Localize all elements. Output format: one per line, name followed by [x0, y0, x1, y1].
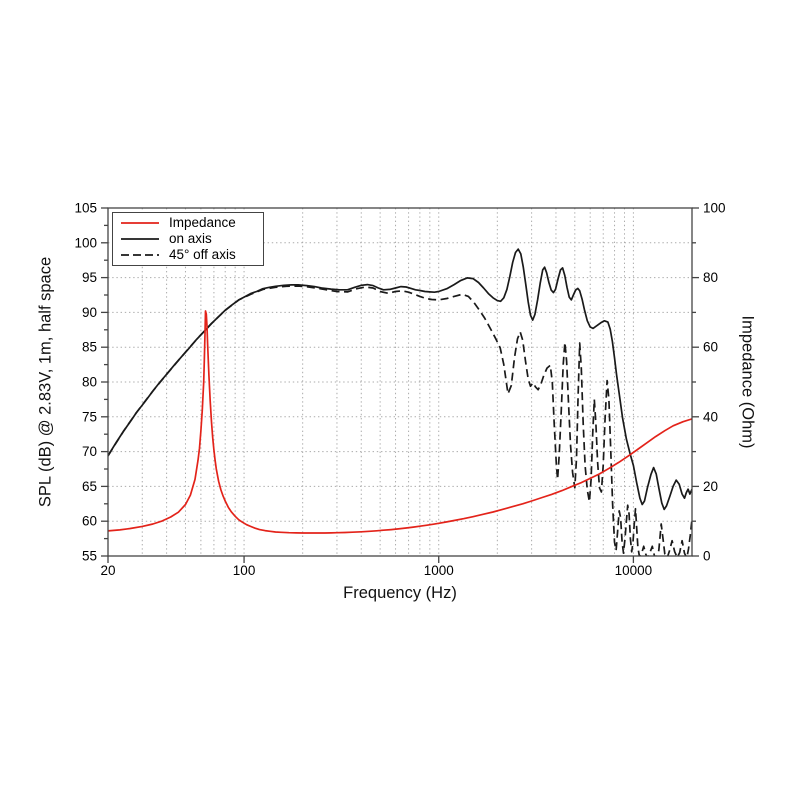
tick-label-left: 100	[74, 235, 97, 250]
x-axis-title: Frequency (Hz)	[343, 584, 457, 602]
y-axis-title-left: SPL (dB) @ 2.83V, 1m, half space	[36, 256, 55, 508]
impedance-curve	[108, 310, 692, 534]
legend-item-3: 45° off axis	[113, 247, 263, 263]
tick-label-left: 75	[82, 409, 97, 424]
tick-label-left: 95	[82, 270, 97, 285]
legend-line-sample	[121, 222, 159, 224]
data-curves	[108, 248, 692, 556]
tick-label-left: 85	[82, 340, 97, 355]
tick-label-bottom: 10000	[615, 563, 653, 578]
axis-tick-labels: 55 60 65 70 75 80 85 90 95 100 105 0 20 40 60 80 100 20 10…	[74, 201, 725, 579]
tick-label-right: 20	[703, 479, 718, 494]
tick-label-right: 60	[703, 340, 718, 355]
tick-label-bottom: 20	[100, 563, 115, 578]
legend-item-2: on axis	[113, 231, 263, 247]
legend: Impedance on axis 45° off axis	[112, 212, 264, 266]
tick-label-right: 80	[703, 270, 718, 285]
tick-label-left: 60	[82, 514, 97, 529]
legend-label: on axis	[169, 231, 212, 246]
y-axis-title-right: Impedance (Ohm)	[738, 315, 757, 449]
on-axis-curve	[108, 248, 692, 511]
tick-label-left: 55	[82, 549, 97, 564]
legend-line-sample	[121, 254, 159, 256]
gridlines	[108, 208, 692, 556]
legend-label: Impedance	[169, 215, 236, 230]
tick-label-left: 65	[82, 479, 97, 494]
tick-label-bottom: 100	[233, 563, 256, 578]
tick-label-right: 40	[703, 409, 718, 424]
tick-label-left: 90	[82, 305, 97, 320]
legend-item-1: Impedance	[113, 215, 263, 231]
legend-label: 45° off axis	[169, 247, 236, 262]
tick-label-left: 70	[82, 444, 97, 459]
tick-label-left: 80	[82, 375, 97, 390]
tick-label-right: 100	[703, 201, 726, 216]
tick-label-bottom: 1000	[424, 563, 454, 578]
tick-label-left: 105	[74, 201, 97, 216]
45-off-axis-curve	[108, 285, 692, 556]
legend-line-sample	[121, 238, 159, 240]
tick-label-right: 0	[703, 549, 711, 564]
axis-ticks	[101, 207, 699, 563]
